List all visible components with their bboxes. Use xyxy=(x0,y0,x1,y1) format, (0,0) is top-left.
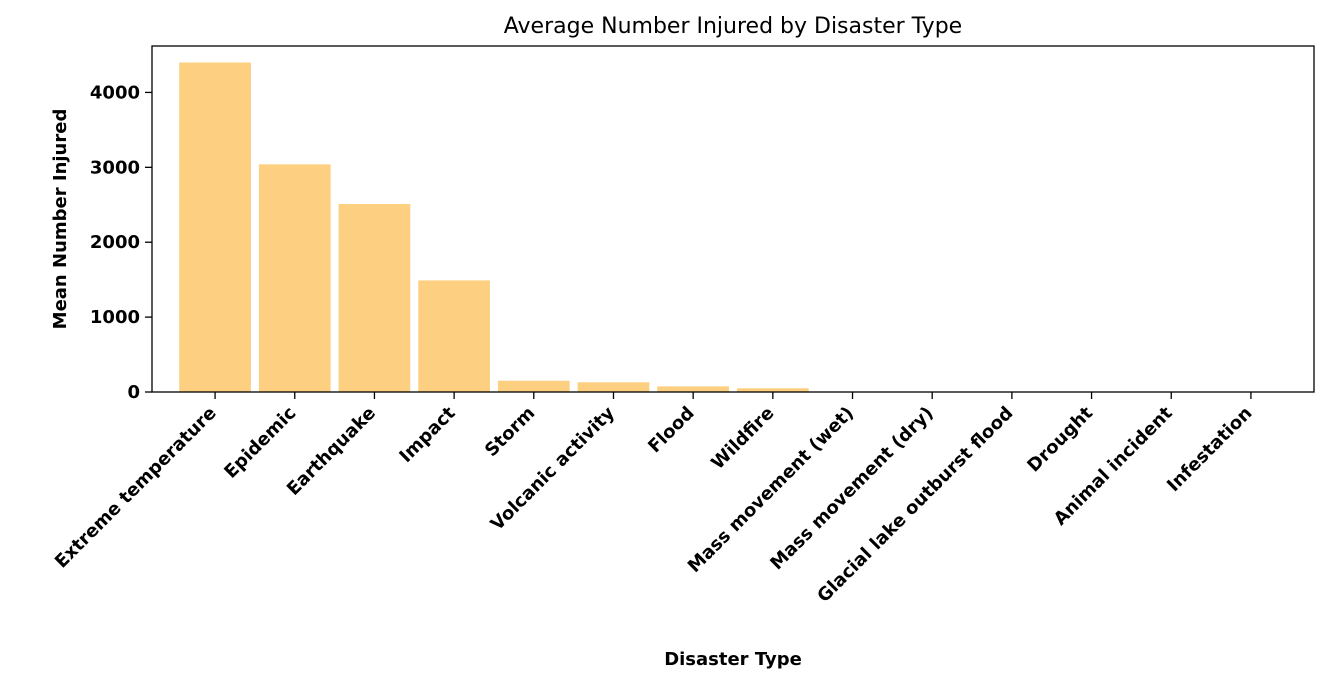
y-axis-label: Mean Number Injured xyxy=(50,109,71,330)
x-tick-label: Mass movement (dry) xyxy=(766,403,937,574)
x-tick-label: Infestation xyxy=(1163,403,1256,496)
bar-1 xyxy=(258,164,331,392)
x-tick-label: Impact xyxy=(395,402,459,466)
x-tick-label: Epidemic xyxy=(220,403,300,483)
y-tick-label: 3000 xyxy=(90,157,140,178)
x-tick-label: Wildfire xyxy=(707,403,778,474)
bar-4 xyxy=(497,380,570,392)
x-tick-label: Flood xyxy=(644,403,699,458)
plot-frame xyxy=(151,45,1315,393)
bar-5 xyxy=(577,382,650,392)
bar-6 xyxy=(657,386,730,392)
bar-0 xyxy=(179,62,251,392)
x-tick-label: Mass movement (wet) xyxy=(684,403,858,577)
bar-7 xyxy=(736,388,809,392)
x-axis-label: Disaster Type xyxy=(664,649,802,670)
bar-3 xyxy=(418,280,490,392)
chart-title: Average Number Injured by Disaster Type xyxy=(504,14,962,39)
bar-2 xyxy=(338,204,411,392)
bars-group xyxy=(179,62,809,392)
y-tick-label: 2000 xyxy=(90,232,140,253)
y-tick-label: 1000 xyxy=(90,307,140,328)
x-tick-label: Drought xyxy=(1023,402,1097,476)
x-tick-label: Extreme temperature xyxy=(51,403,221,573)
y-tick-label: 0 xyxy=(127,382,140,403)
x-tick-label: Storm xyxy=(481,403,539,461)
y-axis-ticks: 0 1000 2000 3000 4000 xyxy=(90,82,152,403)
y-tick-label: 4000 xyxy=(90,82,140,103)
